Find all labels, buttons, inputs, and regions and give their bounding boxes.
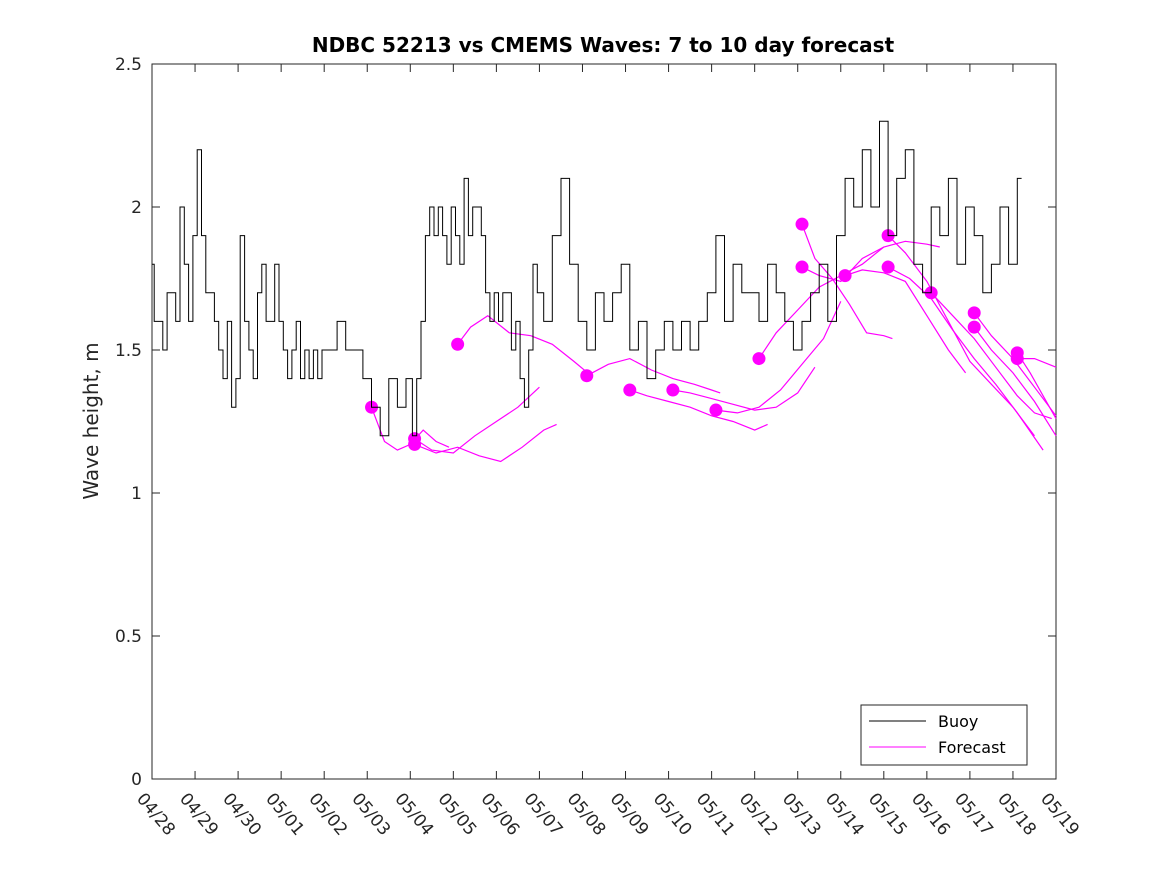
y-tick-label: 1.5 — [115, 341, 142, 361]
forecast-run-line — [1016, 352, 1057, 419]
series-layer — [152, 120, 1057, 463]
y-tick-label: 2 — [131, 198, 142, 218]
buoy-series-line — [152, 120, 1022, 437]
x-tick-label: 05/15 — [864, 789, 911, 839]
x-tick-label: 04/29 — [175, 789, 222, 839]
y-axis-label: Wave height, m — [79, 342, 103, 499]
forecast-run-line — [973, 326, 1057, 437]
legend-box — [860, 704, 1028, 766]
forecast-run-line — [672, 366, 816, 411]
y-tick-label: 2.5 — [115, 55, 142, 75]
legend-label-forecast: Forecast — [938, 738, 1006, 757]
forecast-run-line — [930, 292, 1052, 420]
forecast-run-line — [801, 223, 893, 340]
x-tick-label: 05/07 — [520, 789, 567, 839]
y-tick-label: 0.5 — [115, 627, 142, 647]
forecast-start-point — [623, 383, 637, 397]
y-tick-label: 1 — [131, 484, 142, 504]
x-tick-label: 04/30 — [218, 789, 265, 839]
forecast-start-point — [967, 320, 981, 334]
x-tick-label: 05/16 — [907, 789, 954, 839]
x-tick-label: 05/10 — [649, 789, 696, 839]
forecast-run-line — [715, 301, 842, 414]
x-tick-label: 05/03 — [347, 789, 394, 839]
forecast-start-point — [752, 352, 766, 366]
forecast-start-point — [666, 383, 680, 397]
x-tick-label: 05/12 — [735, 789, 782, 839]
forecast-start-point — [795, 260, 809, 274]
legend-label-buoy: Buoy — [938, 712, 978, 731]
x-tick-label: 05/17 — [950, 789, 997, 839]
forecast-start-point — [451, 337, 465, 351]
forecast-run-line — [887, 266, 1044, 451]
forecast-run-line — [629, 389, 768, 431]
x-tick-label: 05/01 — [261, 789, 308, 839]
legend: Buoy Forecast — [860, 704, 1028, 766]
forecast-start-point — [967, 306, 981, 320]
forecast-run-line — [414, 423, 557, 463]
y-axis-ticks: 0 0.5 1 1.5 2 2.5 — [115, 55, 1056, 790]
y-tick-label: 0 — [131, 770, 142, 790]
forecast-run-line — [801, 240, 940, 283]
forecast-start-point — [838, 269, 852, 283]
forecast-start-point — [881, 260, 895, 274]
x-tick-label: 05/09 — [606, 789, 653, 839]
x-tick-label: 05/04 — [390, 789, 437, 839]
x-tick-label: 05/19 — [1036, 789, 1083, 839]
x-tick-label: 05/08 — [563, 789, 610, 839]
forecast-start-point — [408, 437, 422, 451]
forecast-run-line — [586, 357, 721, 394]
x-tick-label: 05/06 — [477, 789, 524, 839]
forecast-start-point — [795, 217, 809, 231]
forecast-start-point — [1010, 352, 1024, 366]
forecast-start-point — [709, 403, 723, 417]
chart-title: NDBC 52213 vs CMEMS Waves: 7 to 10 day f… — [312, 33, 895, 57]
x-tick-label: 04/28 — [132, 789, 179, 839]
x-tick-label: 05/05 — [434, 789, 481, 839]
x-tick-label: 05/18 — [993, 789, 1040, 839]
plot-area — [151, 63, 1057, 780]
forecast-run-line — [844, 269, 967, 374]
x-tick-label: 05/02 — [304, 789, 351, 839]
x-tick-label: 05/13 — [778, 789, 825, 839]
x-tick-label: 05/14 — [821, 789, 868, 839]
forecast-start-point — [580, 369, 594, 383]
forecast-run-line — [414, 386, 540, 454]
x-tick-label: 05/11 — [692, 789, 739, 839]
